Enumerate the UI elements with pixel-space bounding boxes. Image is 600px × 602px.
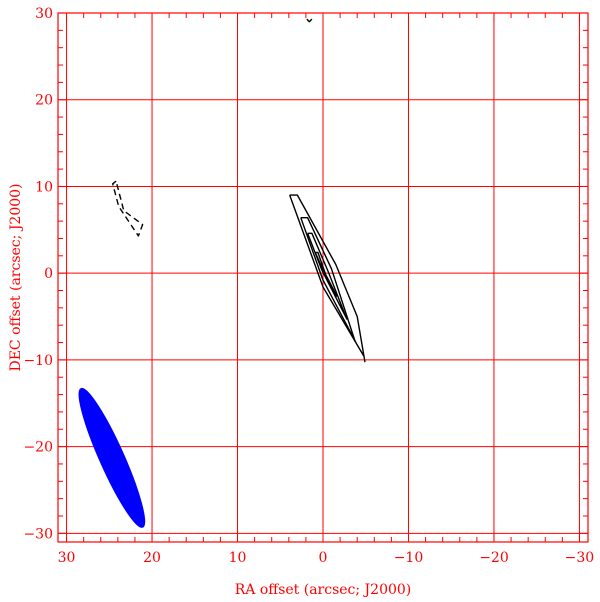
contour-line — [314, 251, 338, 298]
x-tick-label: −30 — [565, 550, 595, 566]
contour-line — [289, 194, 366, 363]
x-tick-label: −20 — [479, 550, 509, 566]
contour-negative — [112, 180, 144, 237]
y-tick-label: −20 — [23, 440, 53, 456]
x-tick-labels: 30 20 10 0 −10 −20 −30 — [58, 550, 595, 566]
x-tick-label: 30 — [58, 550, 76, 566]
contour-line — [306, 232, 348, 320]
y-tick-labels: 30 20 10 0 −10 −20 −30 — [23, 6, 53, 542]
contours — [112, 18, 366, 363]
y-axis-label: DEC offset (arcsec; J2000) — [8, 183, 24, 371]
y-tick-label: 0 — [44, 266, 53, 282]
x-tick-label: 0 — [319, 550, 328, 566]
x-tick-label: −10 — [394, 550, 424, 566]
beam-ellipse — [78, 387, 146, 528]
contour-line — [300, 217, 357, 343]
y-tick-label: 30 — [35, 6, 53, 22]
x-tick-label: 20 — [143, 550, 161, 566]
y-tick-label: 20 — [35, 93, 53, 109]
y-tick-label: 10 — [35, 179, 53, 195]
contour-line — [306, 18, 313, 23]
x-tick-label: 10 — [229, 550, 247, 566]
x-axis-label: RA offset (arcsec; J2000) — [235, 582, 412, 598]
beam-ellipse-group — [78, 387, 146, 528]
y-tick-label: −10 — [23, 353, 53, 369]
y-tick-label: −30 — [23, 526, 53, 542]
grid — [58, 12, 588, 542]
tick-marks — [58, 12, 588, 542]
